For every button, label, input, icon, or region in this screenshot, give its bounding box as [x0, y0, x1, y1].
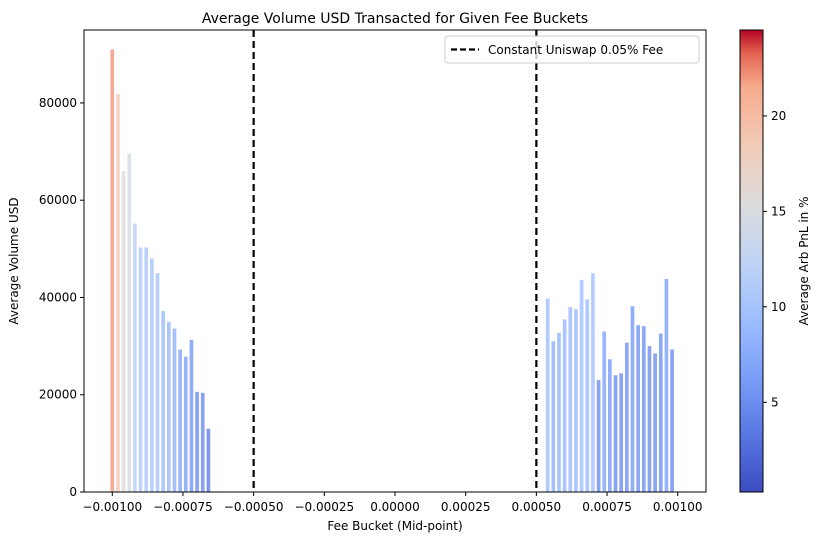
bar — [619, 373, 624, 492]
bar — [647, 346, 652, 492]
colorbar: 5 10 15 20 Average Arb PnL in % — [739, 29, 811, 493]
chart-title: Average Volume USD Transacted for Given … — [202, 11, 588, 27]
y-tick-label: 60000 — [39, 193, 77, 207]
bar — [613, 375, 618, 492]
bar — [127, 154, 132, 492]
x-tick-label: 0.00075 — [582, 500, 632, 514]
bar — [636, 325, 640, 492]
bar — [138, 247, 143, 492]
bar — [670, 349, 674, 492]
bar — [579, 279, 584, 492]
bar — [602, 331, 607, 492]
x-tick-label: 0.00100 — [653, 500, 703, 514]
bar — [591, 273, 595, 492]
colorbar-tick-label: 10 — [771, 300, 786, 314]
bar — [116, 94, 120, 492]
bar — [653, 353, 657, 492]
bar — [664, 278, 669, 492]
x-tick-label: −0.00100 — [82, 500, 142, 514]
y-axis-label: Average Volume USD — [7, 197, 21, 324]
y-tick-label: 80000 — [39, 96, 77, 110]
bar — [658, 333, 663, 492]
y-tick-label: 20000 — [39, 388, 77, 402]
colorbar-gradient — [739, 29, 764, 493]
bar — [641, 326, 646, 492]
colorbar-ticks: 5 10 15 20 — [763, 109, 786, 409]
plot-frame — [83, 29, 707, 493]
bar — [625, 342, 629, 492]
bar — [551, 341, 556, 492]
bar — [183, 356, 188, 492]
bar — [178, 349, 182, 492]
legend: Constant Uniswap 0.05% Fee — [444, 35, 700, 64]
bar — [585, 299, 590, 492]
legend-box — [444, 35, 700, 64]
bar — [161, 311, 166, 492]
bar — [545, 298, 550, 492]
legend-entry-label: Constant Uniswap 0.05% Fee — [488, 43, 663, 57]
bar — [189, 339, 194, 492]
bar — [133, 223, 137, 493]
bar — [155, 273, 160, 492]
colorbar-label: Average Arb PnL in % — [797, 197, 811, 326]
x-tick-label: 0.00050 — [512, 500, 562, 514]
x-axis: −0.00100 −0.00075 −0.00050 −0.00025 0.00000 0… — [82, 492, 703, 514]
x-tick-label: −0.00025 — [294, 500, 354, 514]
colorbar-tick-label: 20 — [771, 109, 786, 123]
bars-group — [110, 49, 674, 493]
bar — [557, 332, 561, 492]
x-tick-label: 0.00025 — [441, 500, 491, 514]
bar — [195, 391, 199, 492]
bar — [121, 171, 126, 492]
x-tick-label: −0.00050 — [224, 500, 284, 514]
reference-lines — [252, 30, 538, 492]
bar — [596, 380, 601, 492]
bar — [200, 392, 205, 492]
bar — [206, 428, 211, 492]
bar — [172, 328, 177, 492]
x-axis-label: Fee Bucket (Mid-point) — [327, 519, 462, 533]
x-tick-label: −0.00075 — [153, 500, 213, 514]
bar — [110, 49, 115, 492]
y-tick-label: 40000 — [39, 290, 77, 304]
bar — [166, 321, 171, 492]
bar — [574, 309, 578, 492]
bar — [144, 247, 149, 492]
bar — [608, 359, 612, 492]
colorbar-tick-label: 5 — [771, 395, 779, 409]
x-tick-label: 0.00000 — [370, 500, 420, 514]
colorbar-tick-label: 15 — [771, 204, 786, 218]
bar — [568, 307, 573, 492]
y-axis: 0 20000 40000 60000 80000 — [39, 96, 84, 499]
y-tick-label: 0 — [69, 485, 77, 499]
bar — [630, 306, 635, 492]
bar — [150, 258, 154, 492]
bar — [562, 319, 567, 492]
